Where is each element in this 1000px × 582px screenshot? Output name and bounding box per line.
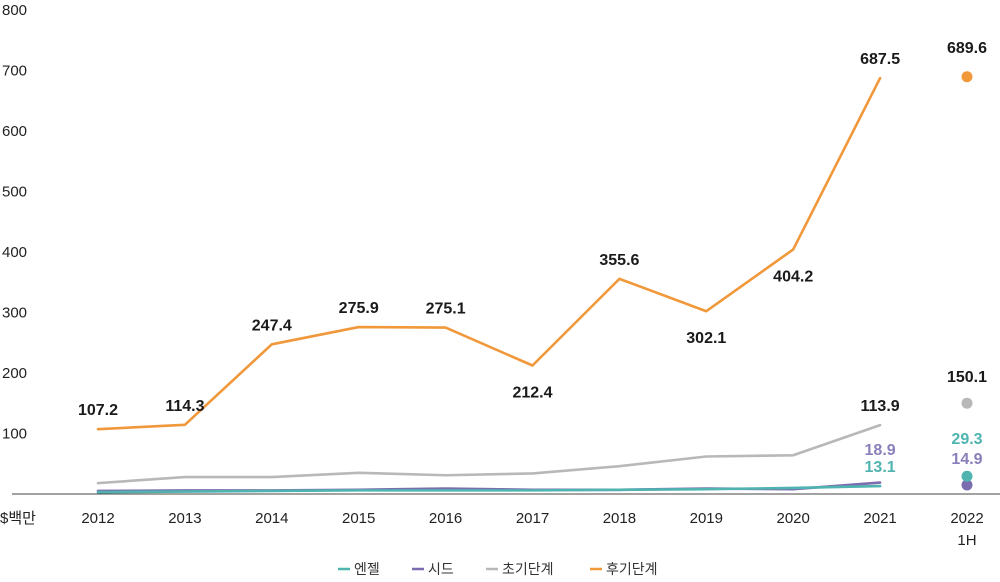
x-tick-label: 2019 xyxy=(690,510,723,527)
y-tick-label: 500 xyxy=(2,184,27,201)
x-tick-label: 2020 xyxy=(777,510,810,527)
legend: 엔젤 시드 초기단계 후기단계 xyxy=(338,561,658,577)
late-stage-2022-label: 689.6 xyxy=(947,40,987,57)
late-stage-value-label: 212.4 xyxy=(512,384,552,401)
late-stage-value-label: 275.1 xyxy=(426,301,466,318)
late-stage-value-label: 355.6 xyxy=(599,252,639,269)
x-tick-label: 2016 xyxy=(429,510,462,527)
x-tick-label-2022: 2022 xyxy=(950,510,983,527)
x-tick-label: 2015 xyxy=(342,510,375,527)
x-tick-label: 2021 xyxy=(863,510,896,527)
y-tick-label: 300 xyxy=(2,305,27,322)
legend-label: 후기단계 xyxy=(606,561,658,577)
late-stage-value-label: 107.2 xyxy=(78,402,118,419)
x-tick-label-2022-sub: 1H xyxy=(957,532,976,549)
legend-label: 초기단계 xyxy=(502,561,554,577)
y-tick-label: 200 xyxy=(2,365,27,382)
y-tick-label: 100 xyxy=(2,426,27,443)
series-point-2022-2 xyxy=(961,397,973,409)
late-stage-value-label: 247.4 xyxy=(252,317,292,334)
series-line-2 xyxy=(96,423,882,485)
angel-2022-label: 29.3 xyxy=(951,431,982,448)
late-stage-value-label: 275.9 xyxy=(339,300,379,317)
series-line-0 xyxy=(96,484,882,494)
x-tick-label: 2018 xyxy=(603,510,636,527)
early-stage-2022-label: 150.1 xyxy=(947,369,987,386)
series-point-2022-0 xyxy=(961,470,973,482)
x-tick-label: 2012 xyxy=(81,510,114,527)
late-stage-value-label: 687.5 xyxy=(860,51,900,68)
late-stage-value-label: 114.3 xyxy=(165,398,204,415)
seed-2022-label: 14.9 xyxy=(951,451,982,468)
x-axis-ticks: 2012 2013 2014 2015 2016 2017 2018 2019 2020 2021… xyxy=(81,510,983,549)
x-tick-label: 2014 xyxy=(255,510,288,527)
x-tick-label: 2013 xyxy=(168,510,201,527)
early-stage-2021-label: 113.9 xyxy=(861,398,900,415)
y-axis-ticks: 100 200 300 400 500 600 700 800 xyxy=(2,2,27,443)
y-tick-label: 700 xyxy=(2,63,27,80)
series-point-2022-1 xyxy=(961,479,973,491)
y-axis-unit-label: $백만 xyxy=(0,510,36,527)
seed-2021-label: 18.9 xyxy=(865,442,896,459)
late-stage-value-label: 302.1 xyxy=(686,330,726,347)
y-tick-label: 600 xyxy=(2,123,27,140)
legend-label: 엔젤 xyxy=(354,561,380,577)
y-tick-label: 800 xyxy=(2,2,27,19)
legend-label: 시드 xyxy=(428,561,454,577)
series-line-3 xyxy=(96,76,882,431)
data-labels: 107.2 114.3 247.4 275.9 275.1 212.4 355.6 302.1… xyxy=(78,40,987,476)
late-stage-value-label: 404.2 xyxy=(773,268,813,285)
x-tick-label: 2017 xyxy=(516,510,549,527)
series-point-2022-3 xyxy=(961,71,973,83)
angel-2021-label: 13.1 xyxy=(865,459,896,476)
y-tick-label: 400 xyxy=(2,244,27,261)
series-lines xyxy=(96,76,882,494)
series-2022-points xyxy=(961,71,973,491)
